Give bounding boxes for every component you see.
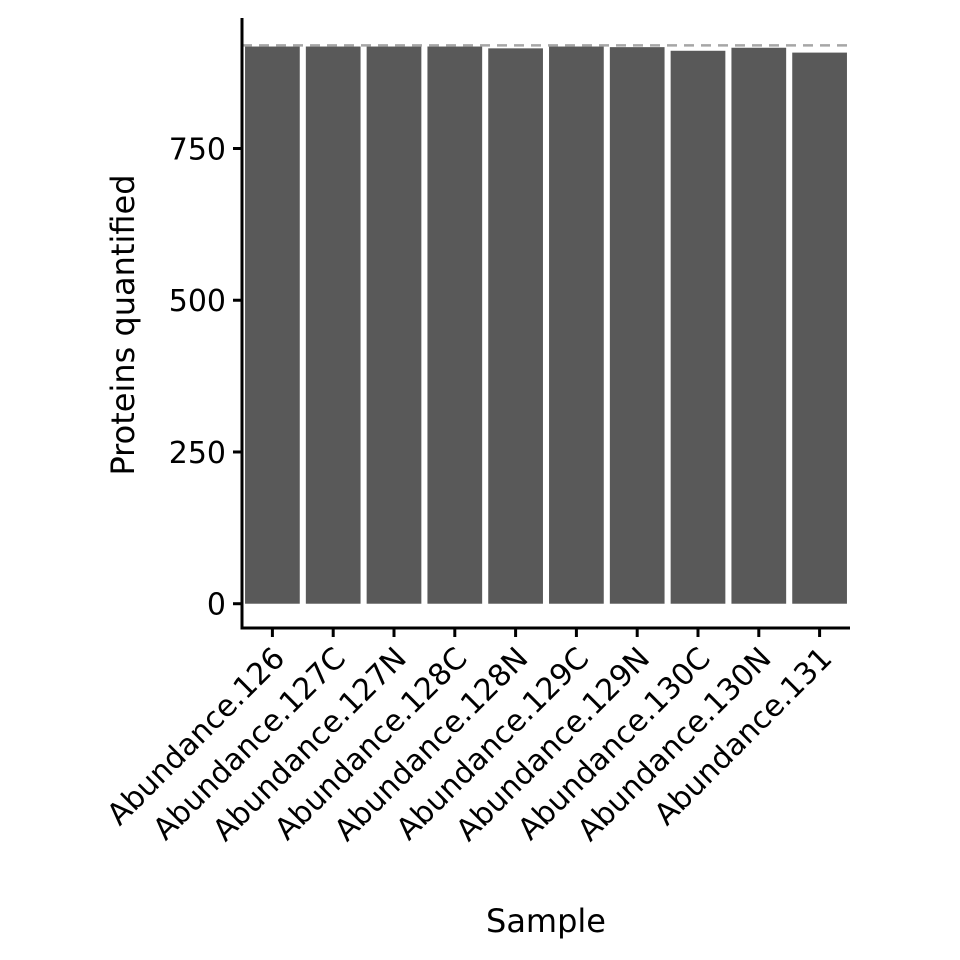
bar-Abundance.130N <box>731 47 787 604</box>
y-ticks-group: 0 250 500 750 <box>169 132 242 623</box>
bar-Abundance.130C <box>670 50 726 604</box>
bar-Abundance.129C <box>549 46 604 604</box>
x-axis-title: Sample <box>486 902 606 940</box>
y-tick-label: 0 <box>207 588 226 623</box>
bar-Abundance.128N <box>488 48 543 604</box>
bar-Abundance.127N <box>366 46 422 604</box>
bar-Abundance.127C <box>305 46 361 604</box>
y-tick-label: 750 <box>169 132 226 167</box>
y-tick-label: 500 <box>169 284 226 319</box>
y-tick-label: 250 <box>169 436 226 471</box>
bars-group <box>245 46 847 604</box>
bar-Abundance.126 <box>245 46 300 604</box>
bar-Abundance.128C <box>427 46 483 604</box>
y-axis-title: Proteins quantified <box>104 174 142 475</box>
bar-Abundance.129N <box>609 47 665 604</box>
bar-Abundance.131 <box>792 52 847 604</box>
x-ticks-group: Abundance.126Abundance.127CAbundance.127… <box>101 628 839 848</box>
